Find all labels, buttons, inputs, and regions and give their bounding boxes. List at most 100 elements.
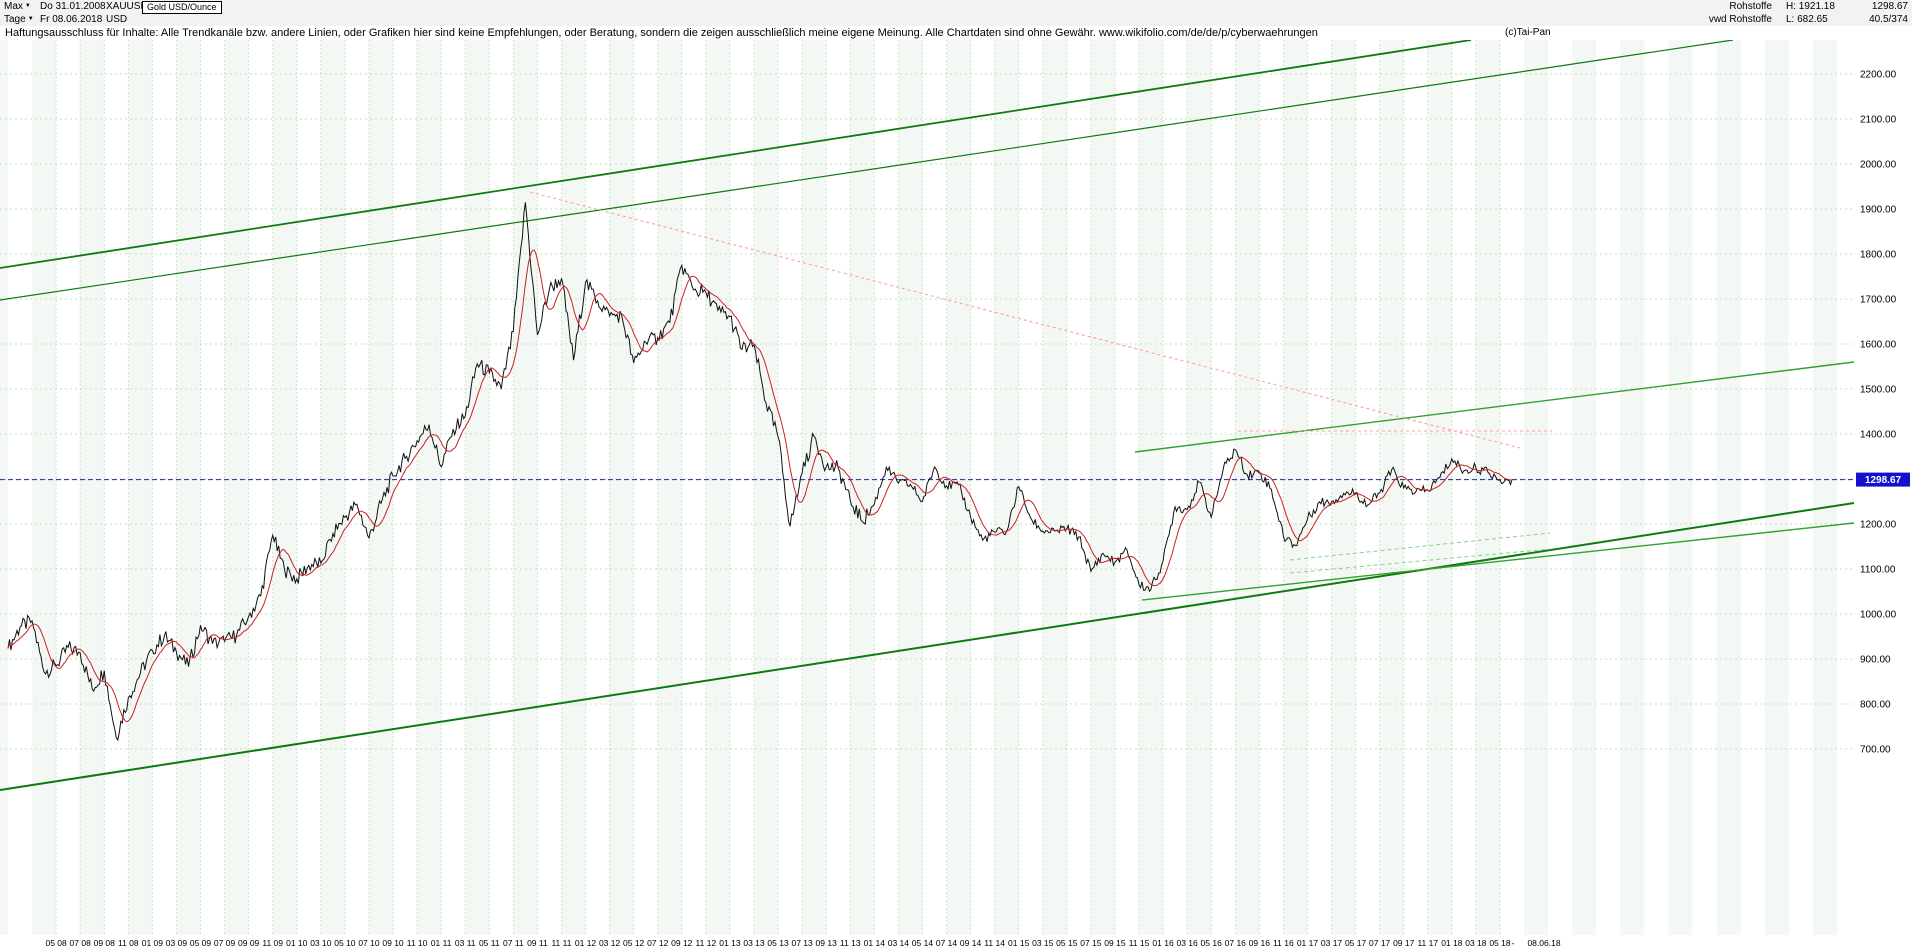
date-axis-label: 01 10 <box>286 938 308 948</box>
last-price-label: 1298.67 <box>1871 1 1908 12</box>
date-axis-label: 05 10 <box>334 938 356 948</box>
date-axis-label: 09 17 <box>1393 938 1415 948</box>
date-axis-label: 11 16 <box>1273 938 1294 948</box>
date-axis-label: 07 10 <box>358 938 380 948</box>
date-axis-label: 05 13 <box>767 938 789 948</box>
start-date: Do 31.01.2008 <box>40 1 106 12</box>
date-axis-label: 11 13 <box>840 938 861 948</box>
date-axis-label: 11 10 <box>407 938 428 948</box>
end-date: Fr 08.06.2018 <box>40 14 103 25</box>
date-axis-label: 03 11 <box>455 938 476 948</box>
price-axis-label: 800.00 <box>1860 700 1891 711</box>
date-axis-label: 07 09 <box>214 938 236 948</box>
date-axis-label: 05 11 <box>479 938 500 948</box>
period-low-label: L: 682.65 <box>1786 14 1828 25</box>
period-high-label: H: 1921.18 <box>1786 1 1835 12</box>
provider-label: vwd Rohstoffe <box>1708 14 1772 25</box>
price-axis-label: 2100.00 <box>1860 115 1897 126</box>
price-axis-label: 1000.00 <box>1860 610 1897 621</box>
date-axis-label: 11 15 <box>1129 938 1150 948</box>
date-axis-label: 07 11 <box>503 938 524 948</box>
minor-dashed-support-2[interactable] <box>1289 548 1551 574</box>
date-axis-label: 07 08 <box>70 938 92 948</box>
price-axis-label: 1800.00 <box>1860 250 1897 261</box>
downtrend-from-2011-peak[interactable] <box>529 191 1521 449</box>
rising-resistance-line[interactable] <box>1134 361 1855 453</box>
date-axis-label: 11 09 <box>262 938 283 948</box>
trendlines[interactable] <box>0 39 1855 791</box>
chevron-down-icon: ▼ <box>27 16 34 22</box>
date-axis-label: 01 13 <box>719 938 741 948</box>
date-axis-label: 11 12 <box>696 938 717 948</box>
price-axis-label: 2200.00 <box>1860 70 1897 81</box>
date-axis-label: 03 16 <box>1176 938 1198 948</box>
date-axis-label: 07 16 <box>1225 938 1247 948</box>
date-axis-label: 05 17 <box>1345 938 1367 948</box>
period-dropdown[interactable]: Tage ▼ <box>4 13 34 26</box>
price-series <box>7 202 1513 742</box>
price-axis-label: 1500.00 <box>1860 385 1897 396</box>
date-axis-label: 09 15 <box>1104 938 1126 948</box>
date-axis-label: 01 18 <box>1441 938 1463 948</box>
price-axis-label: 700.00 <box>1860 745 1891 756</box>
date-axis-label: 03 15 <box>1032 938 1054 948</box>
date-axis-label: 01 11 <box>431 938 452 948</box>
price-axis-label: 1600.00 <box>1860 340 1897 351</box>
date-axis-label: 11 17 <box>1417 938 1438 948</box>
date-axis-label: 09 08 <box>94 938 116 948</box>
date-axis-label: 09 11 <box>527 938 548 948</box>
date-axis-label: 01 15 <box>1008 938 1030 948</box>
date-axis-label: 03 14 <box>888 938 910 948</box>
symbol-label: XAUUSD <box>106 1 148 12</box>
date-axis-label: 05 08 <box>45 938 67 948</box>
upper-channel-line[interactable] <box>0 39 1472 269</box>
date-axis-label: 07 13 <box>791 938 813 948</box>
date-axis-end-label: 08.06.18 <box>1527 938 1560 948</box>
lower-channel-line[interactable] <box>0 502 1855 791</box>
copyright-label: (c)Tai-Pan <box>1505 27 1551 38</box>
price-axis-label: 1200.00 <box>1860 520 1897 531</box>
date-axis-label: 07 15 <box>1080 938 1102 948</box>
background-bands <box>0 40 1837 935</box>
date-axis-label: 03 12 <box>599 938 621 948</box>
date-axis-label: 11 14 <box>984 938 1005 948</box>
minor-dashed-support-1[interactable] <box>1289 532 1551 561</box>
moving-average-line <box>7 249 1513 723</box>
date-axis-label: 05 12 <box>623 938 645 948</box>
date-axis-label: 09 09 <box>238 938 260 948</box>
price-axis-label: 1400.00 <box>1860 430 1897 441</box>
instrument-label[interactable]: Gold USD/Ounce <box>142 1 222 14</box>
price-axis-label: 1100.00 <box>1860 565 1896 576</box>
category-label: Rohstoffe <box>1729 1 1772 12</box>
upper-channel-line-2[interactable] <box>0 39 1734 301</box>
disclaimer-text: Haftungsausschluss für Inhalte: Alle Tre… <box>5 27 1318 39</box>
date-axis-label: 11 08 <box>118 938 139 948</box>
date-axis-label: 03 17 <box>1321 938 1343 948</box>
date-axis-label: 05 14 <box>912 938 934 948</box>
date-axis-label: 07 12 <box>647 938 669 948</box>
date-axis-label: 01 17 <box>1297 938 1319 948</box>
range-dropdown[interactable]: Max ▼ <box>4 0 31 13</box>
date-axis-label: 05 18 <box>1489 938 1511 948</box>
chart-header: Max ▼ Do 31.01.2008 XAUUSD Gold USD/Ounce… <box>0 0 1912 26</box>
date-axis: 05 08 07 08 09 08 11 08 01 09 03 09 05 09 07 09… <box>45 938 1560 948</box>
currency-label: USD <box>106 14 128 25</box>
date-axis-label: 09 16 <box>1249 938 1271 948</box>
disclaimer-row: Haftungsausschluss für Inhalte: Alle Tre… <box>0 26 1912 40</box>
date-axis-label: 09 13 <box>816 938 838 948</box>
date-axis-label: 03 13 <box>743 938 765 948</box>
date-axis-label: 07 17 <box>1369 938 1391 948</box>
horizontal-gridlines <box>0 73 1854 750</box>
date-axis-label: 07 14 <box>936 938 958 948</box>
current-price-badge: 1298.67 <box>1856 472 1910 487</box>
range-dropdown-label: Max <box>4 1 23 12</box>
chevron-down-icon: ▼ <box>24 3 31 9</box>
price-axis: 700.00 800.00 900.00 1000.00 1100.00 1200.00 1… <box>1860 70 1897 756</box>
period-dropdown-label: Tage <box>4 14 26 25</box>
date-axis-separator: - <box>1512 938 1515 948</box>
date-axis-label: 03 09 <box>166 938 188 948</box>
support-line-2016[interactable] <box>1141 522 1855 601</box>
stat-label: 40.5/374 <box>1869 14 1908 25</box>
date-axis-label: 01 12 <box>575 938 597 948</box>
